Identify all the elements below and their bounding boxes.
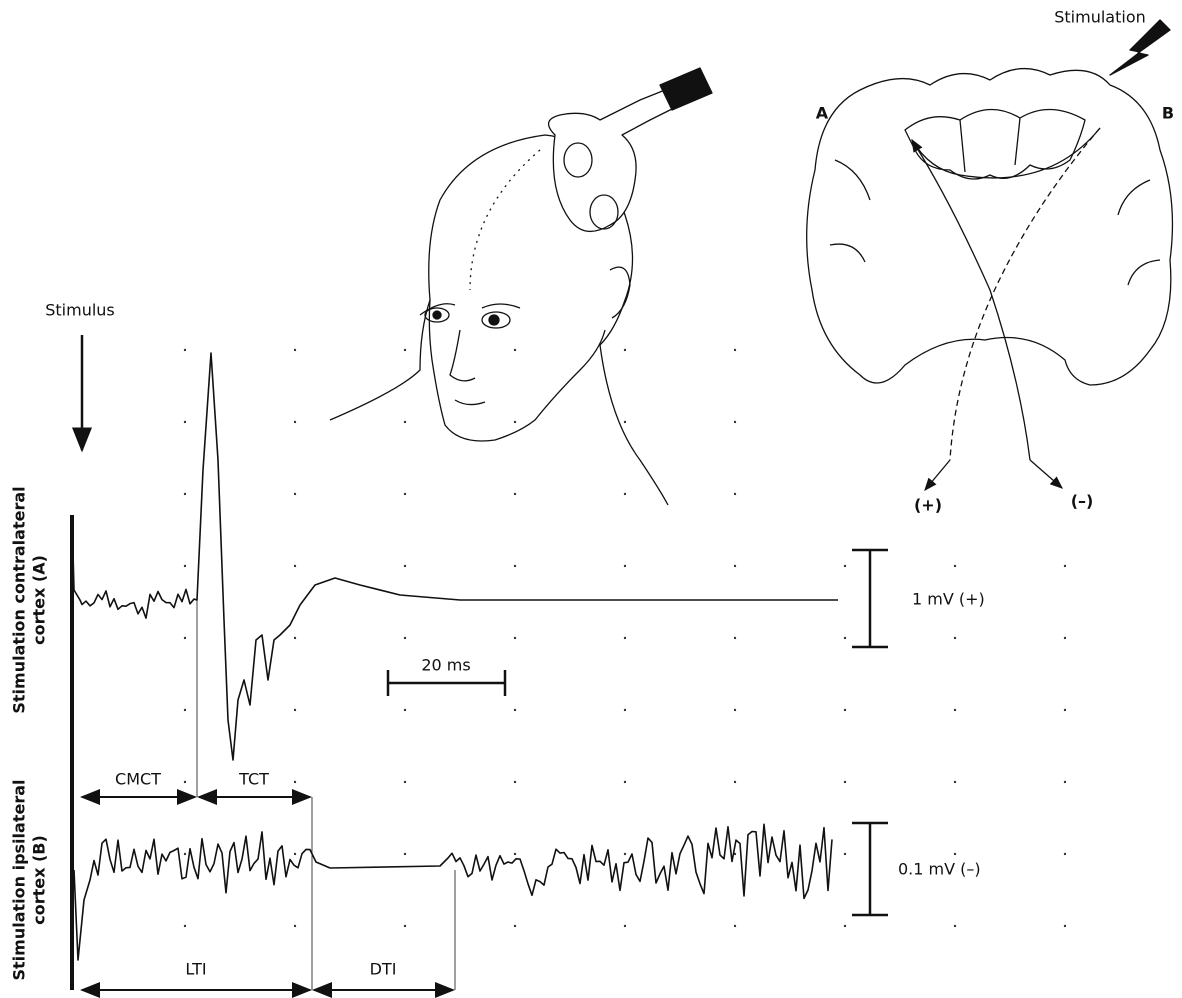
stimulation-label: Stimulation: [1054, 8, 1146, 27]
grid-dot: [843, 780, 847, 784]
grid-dot: [513, 852, 517, 856]
brain-illustration: [806, 19, 1174, 491]
interval-label: DTI: [370, 960, 397, 979]
grid-dot: [183, 852, 187, 856]
trace-b: [73, 823, 833, 961]
grid-dot: [293, 924, 297, 928]
grid-dot: [953, 852, 957, 856]
grid-dot: [293, 492, 297, 496]
grid-dot: [623, 420, 627, 424]
grid-dot: [293, 780, 297, 784]
grid-dot: [843, 924, 847, 928]
grid-dot: [183, 348, 187, 352]
interval-label: TCT: [238, 770, 269, 789]
grid-dot: [183, 636, 187, 640]
grid-dot: [403, 348, 407, 352]
grid-dot: [953, 708, 957, 712]
grid-dot: [513, 492, 517, 496]
grid-dot: [953, 564, 957, 568]
grid-dot: [733, 420, 737, 424]
interval-markers: [80, 600, 456, 998]
grid-dot: [623, 636, 627, 640]
grid-dot: [733, 564, 737, 568]
grid-dot: [623, 708, 627, 712]
head-illustration: [329, 67, 713, 506]
scale-bars: [386, 548, 888, 917]
grid-dot: [403, 636, 407, 640]
grid-dot: [513, 924, 517, 928]
grid-dot: [293, 564, 297, 568]
trace-a: [71, 352, 838, 761]
grid-dot: [403, 852, 407, 856]
grid-dot: [1063, 564, 1067, 568]
grid-dot: [843, 564, 847, 568]
grid-dot: [513, 348, 517, 352]
grid-dot: [843, 852, 847, 856]
grid-dot: [293, 708, 297, 712]
minus-label: (–): [1071, 492, 1094, 511]
grid-dot: [733, 780, 737, 784]
grid-dot: [183, 924, 187, 928]
grid-dot: [623, 348, 627, 352]
scale-label: 20 ms: [421, 656, 470, 675]
grid-dot: [403, 492, 407, 496]
grid-dot: [733, 852, 737, 856]
grid-dot: [623, 852, 627, 856]
trace-b-label: Stimulation ipsilateral: [10, 780, 29, 981]
grid-dot: [1063, 852, 1067, 856]
grid-dot: [733, 636, 737, 640]
grid-dot: [733, 348, 737, 352]
grid-dot: [183, 708, 187, 712]
grid-dot: [403, 924, 407, 928]
grid-dot: [403, 564, 407, 568]
grid-dot: [513, 420, 517, 424]
grid-dot: [183, 564, 187, 568]
grid-dot: [733, 492, 737, 496]
grid-dot: [293, 852, 297, 856]
plus-label: (+): [914, 496, 942, 515]
grid-dot: [293, 420, 297, 424]
grid-dot: [1063, 924, 1067, 928]
trace-b-label: cortex (B): [30, 835, 49, 925]
grid-dot: [733, 924, 737, 928]
interval-label: LTI: [185, 960, 206, 979]
interval-label: CMCT: [115, 770, 161, 789]
grid-dot: [1063, 780, 1067, 784]
grid-dot: [733, 708, 737, 712]
grid-dot: [513, 780, 517, 784]
grid-dot: [953, 636, 957, 640]
grid-dot: [843, 636, 847, 640]
grid-dot: [623, 564, 627, 568]
grid-dot: [183, 492, 187, 496]
brain-label-b: B: [1162, 104, 1174, 123]
grid-dot: [623, 924, 627, 928]
grid-dot: [623, 492, 627, 496]
grid-dot: [513, 708, 517, 712]
trace-a-label: cortex (A): [30, 555, 49, 645]
brain-label-a: A: [816, 104, 829, 123]
grid-dot: [183, 780, 187, 784]
grid-dot: [403, 780, 407, 784]
stimulus-label: Stimulus: [45, 301, 115, 320]
scale-label: 1 mV (+): [912, 590, 985, 609]
grid-dot: [843, 708, 847, 712]
grid-dot: [403, 708, 407, 712]
grid-dot: [293, 348, 297, 352]
grid-dot: [513, 564, 517, 568]
dot-grid: [183, 348, 1067, 928]
grid-dot: [513, 636, 517, 640]
trace-a-label: Stimulation contralateral: [10, 486, 29, 713]
grid-dot: [953, 780, 957, 784]
grid-dot: [293, 636, 297, 640]
grid-dot: [183, 420, 187, 424]
grid-dot: [1063, 708, 1067, 712]
grid-dot: [1063, 636, 1067, 640]
grid-dot: [953, 924, 957, 928]
grid-dot: [403, 420, 407, 424]
scale-label: 0.1 mV (–): [898, 860, 981, 879]
grid-dot: [623, 780, 627, 784]
